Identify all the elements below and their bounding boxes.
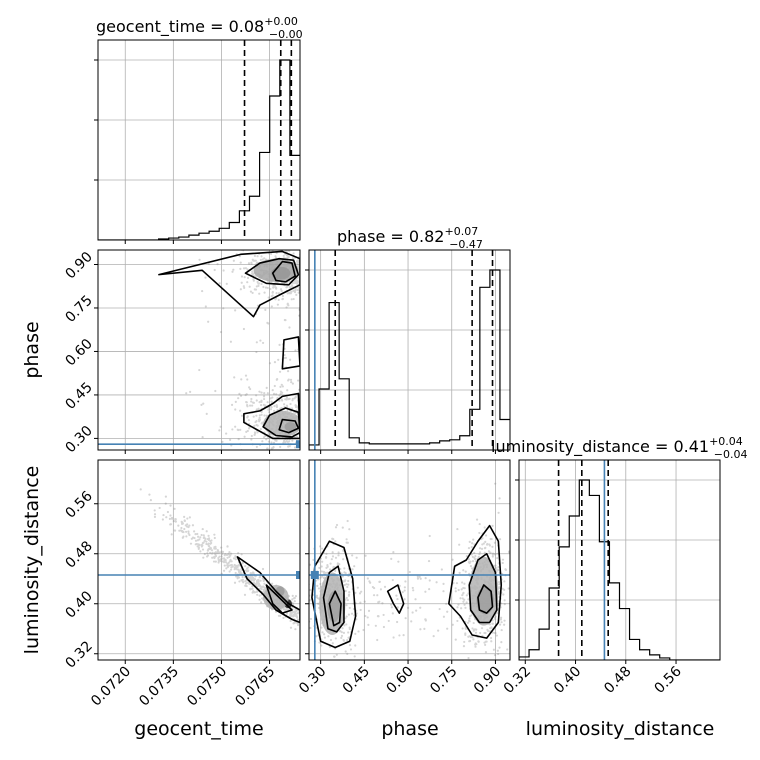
tick-label-x-luminosity_distance-2: 0.48	[601, 664, 634, 697]
histogram-steps	[98, 59, 300, 240]
tick-label-x-phase-0: 0.30	[296, 664, 329, 697]
contour-6	[281, 336, 300, 370]
grid	[309, 460, 510, 660]
tick-label-x-phase-3: 0.75	[427, 664, 460, 697]
histogram-geocent-time: geocent_time = 0.08+0.00 −0.00	[94, 15, 303, 244]
contour-2	[271, 260, 296, 283]
scatter-geocent-time-vs-phase	[94, 249, 301, 454]
contour-1	[265, 584, 293, 614]
tick-label-x-phase-4: 0.90	[471, 664, 504, 697]
tick-label-y-luminosity_distance-1: 0.40	[62, 588, 95, 621]
contour-0	[311, 540, 357, 649]
tick-label-x-luminosity_distance-0: 0.32	[501, 664, 534, 697]
xlabel-phase: phase	[381, 718, 438, 740]
title-upper: +0.00	[264, 15, 298, 28]
scatter-geocent-time-vs-luminosity-distance	[94, 459, 301, 664]
grid	[519, 460, 720, 660]
axes-frame	[97, 39, 301, 241]
tick-label-x-phase-1: 0.45	[340, 664, 373, 697]
tick-marks	[94, 263, 271, 454]
title-lower: −0.47	[449, 238, 483, 251]
tick-label-x-luminosity_distance-3: 0.56	[652, 663, 685, 696]
scatter-phase-vs-luminosity-distance	[305, 459, 511, 664]
tick-label-y-phase-4: 0.90	[62, 249, 95, 282]
tick-marks	[515, 479, 677, 664]
tick-marks	[305, 269, 496, 454]
tick-labels: 0.0720 0.0735 0.0750 0.0765 0.30 0.45 0.60 0.75…	[62, 249, 684, 709]
grid	[309, 250, 510, 450]
axes-frame	[518, 459, 721, 661]
contour-2	[328, 590, 342, 627]
contour-5	[468, 552, 498, 624]
contour-1	[244, 257, 300, 286]
contour-6	[477, 584, 494, 614]
histogram-luminosity-distance: luminosity_distance = 0.41+0.04 −0.04	[491, 435, 748, 664]
tick-label-x-geocent_time-3: 0.0765	[232, 664, 278, 710]
axes-frame	[97, 459, 301, 661]
title-geocent-time: geocent_time = 0.08+0.00 −0.00	[96, 15, 303, 41]
tick-label-x-geocent_time-2: 0.0750	[184, 664, 230, 710]
tick-label-x-geocent_time-1: 0.0735	[136, 664, 182, 710]
tick-label-y-phase-2: 0.60	[62, 336, 95, 369]
histogram-steps	[309, 269, 510, 450]
grid	[98, 460, 300, 660]
tick-label-y-luminosity_distance-2: 0.48	[62, 538, 95, 571]
tick-label-y-phase-1: 0.45	[62, 379, 95, 412]
contour-3	[386, 584, 405, 614]
tick-marks	[94, 503, 271, 664]
title-upper: +0.07	[444, 225, 478, 238]
tick-label-y-luminosity_distance-3: 0.56	[62, 488, 95, 521]
tick-label-x-luminosity_distance-1: 0.40	[551, 664, 584, 697]
histogram-phase: phase = 0.82+0.07 −0.47	[305, 225, 511, 454]
contour-5	[278, 418, 300, 434]
contour-0	[236, 556, 300, 624]
ylabel-phase: phase	[21, 321, 43, 378]
title-luminosity-distance: luminosity_distance = 0.41+0.04 −0.04	[491, 435, 748, 461]
histogram-steps	[519, 479, 720, 660]
tick-marks	[94, 59, 271, 244]
title-lower: −0.04	[714, 448, 748, 461]
tick-label-y-luminosity_distance-0: 0.32	[62, 638, 95, 671]
contour-4	[262, 407, 300, 438]
axes-frame	[97, 249, 301, 451]
xlabel-geocent-time: geocent_time	[134, 718, 263, 740]
tick-label-x-geocent_time-0: 0.0720	[88, 664, 134, 710]
contour-3	[243, 392, 300, 440]
tick-marks	[305, 503, 496, 664]
tick-label-x-phase-2: 0.60	[384, 664, 417, 697]
contour-1	[322, 565, 345, 633]
ylabel-luminosity-distance: luminosity_distance	[21, 466, 43, 655]
tick-label-y-phase-3: 0.75	[62, 292, 95, 325]
xlabel-luminosity-distance: luminosity_distance	[526, 718, 715, 740]
axes-frame	[308, 459, 511, 661]
truth-marker	[296, 571, 300, 579]
truth-marker	[296, 440, 300, 449]
axes-frame	[308, 249, 511, 451]
title-upper: +0.04	[709, 435, 743, 448]
title-lower: −0.00	[269, 28, 303, 41]
contour-0	[158, 250, 300, 318]
title-phase: phase = 0.82+0.07 −0.47	[337, 225, 483, 251]
contour-4	[448, 524, 503, 639]
density-fill-2	[263, 585, 289, 610]
grid	[98, 40, 300, 240]
tick-label-y-phase-0: 0.30	[62, 423, 95, 456]
truth-marker	[310, 571, 319, 579]
